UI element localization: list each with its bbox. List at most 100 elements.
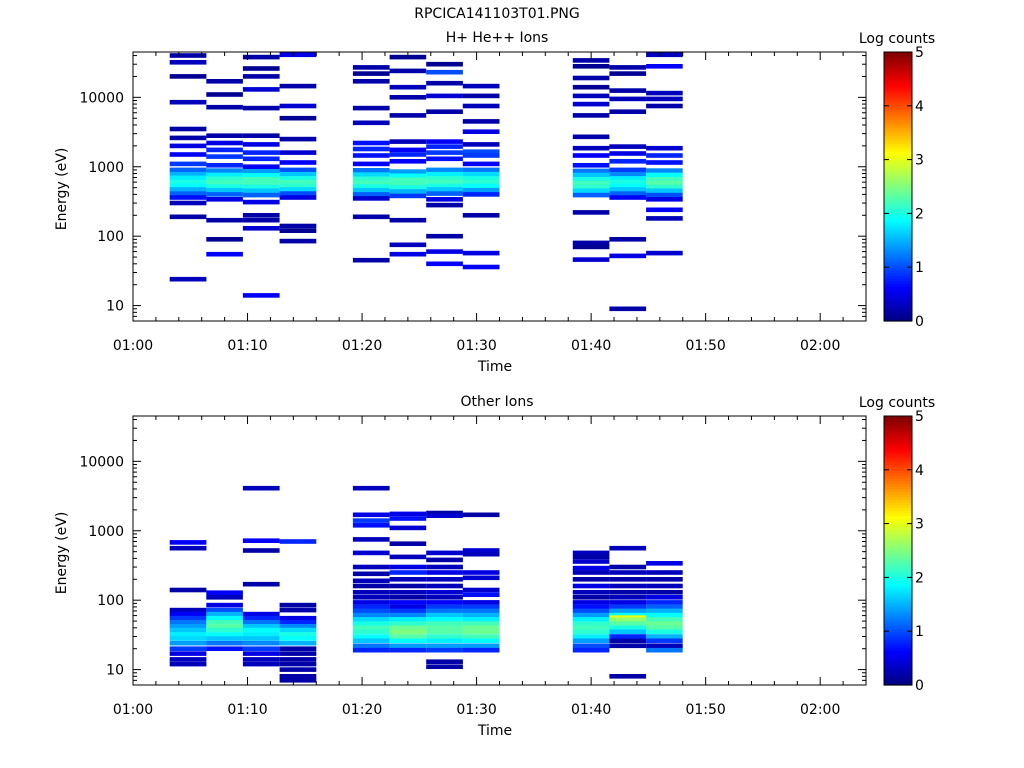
heatmap-cell <box>572 612 610 618</box>
heatmap-cell <box>426 183 463 189</box>
heatmap-cell <box>169 640 207 646</box>
colorbar-swatch <box>884 119 912 123</box>
colorbar-swatch <box>884 566 912 570</box>
y-tick-label: 10 <box>106 299 124 315</box>
heatmap-cell <box>169 540 207 545</box>
heatmap-cell <box>279 136 317 142</box>
heatmap-cell <box>352 621 390 626</box>
heatmap-cell <box>572 75 610 81</box>
heatmap-cell <box>389 181 427 186</box>
heatmap-cell <box>572 577 610 582</box>
heatmap-cell <box>389 185 427 190</box>
heatmap-cell <box>609 187 647 192</box>
heatmap-cell <box>572 188 610 194</box>
colorbar-swatch <box>884 164 912 169</box>
heatmap-cell <box>426 570 463 575</box>
colorbar-swatch <box>884 676 912 681</box>
heatmap-cell <box>206 237 243 242</box>
colorbar-swatch <box>884 57 912 61</box>
heatmap-cell <box>646 180 683 186</box>
heatmap-cells <box>169 485 683 683</box>
heatmap-cell <box>352 625 390 631</box>
colorbar-swatch <box>884 173 912 177</box>
colorbar-swatch <box>884 218 912 223</box>
heatmap-cell <box>352 79 390 84</box>
colorbar-swatch <box>884 286 912 290</box>
heatmap-cell <box>646 177 683 182</box>
heatmap-cell <box>572 608 610 614</box>
heatmap-cell <box>206 133 243 138</box>
colorbar-swatch <box>884 240 912 244</box>
colorbar-swatch <box>884 138 912 142</box>
heatmap-cell <box>389 511 427 517</box>
colorbar-swatch <box>884 288 912 293</box>
heatmap-cell <box>279 167 317 173</box>
heatmap-cell <box>389 590 427 595</box>
heatmap-cell <box>646 595 683 600</box>
heatmap-cell <box>572 595 610 600</box>
heatmap-cell <box>609 306 647 312</box>
x-tick-label: 01:30 <box>456 338 496 354</box>
colorbar-swatch <box>884 488 912 492</box>
colorbar: 0 1 2 3 4 5 <box>883 45 924 330</box>
heatmap-cell <box>169 99 207 105</box>
heatmap-cell <box>279 615 317 621</box>
heatmap-cell <box>279 667 317 672</box>
colorbar-swatch <box>884 256 912 260</box>
colorbar-swatch <box>884 105 912 110</box>
colorbar-swatch <box>884 512 912 517</box>
colorbar-swatch <box>884 62 912 67</box>
heatmap-cell <box>572 554 610 560</box>
colorbar-swatch <box>884 97 912 102</box>
colorbar-swatch <box>884 636 912 640</box>
colorbar-swatch <box>884 633 912 638</box>
heatmap-cell <box>462 149 500 154</box>
heatmap-cell <box>389 189 427 194</box>
colorbar-swatch <box>884 151 912 155</box>
heatmap-cell <box>242 615 280 621</box>
heatmap-cell <box>242 188 280 194</box>
heatmap-cell <box>352 643 390 649</box>
heatmap-cell <box>242 661 280 667</box>
heatmap-cell <box>462 264 500 270</box>
heatmap-cell <box>462 213 500 218</box>
heatmap-cell <box>242 74 280 79</box>
heatmap-cell <box>426 156 463 162</box>
heatmap-cell <box>609 179 647 185</box>
colorbar-swatch <box>884 113 912 118</box>
colorbar-swatch <box>884 197 912 201</box>
heatmap-cell <box>169 183 207 189</box>
colorbar-swatch <box>884 267 912 271</box>
heatmap-cell <box>169 74 207 79</box>
heatmap-cell <box>609 643 647 649</box>
heatmap-cell <box>609 590 647 595</box>
heatmap-cell <box>206 197 243 202</box>
heatmap-cell <box>389 643 427 649</box>
heatmap-cell <box>389 139 427 144</box>
heatmap-cell <box>609 617 647 623</box>
colorbar-swatch <box>884 550 912 554</box>
colorbar-swatch <box>884 418 912 422</box>
heatmap-cell <box>279 83 317 89</box>
colorbar-swatch <box>884 178 912 182</box>
colorbar-swatch <box>884 604 912 608</box>
heatmap-cell <box>426 233 463 239</box>
heatmap-cell <box>572 172 610 178</box>
colorbar-swatch <box>884 261 912 266</box>
x-tick-label: 01:10 <box>227 338 267 354</box>
colorbar-swatch <box>884 526 912 530</box>
heatmap-cell <box>646 647 683 653</box>
heatmap-cell <box>646 600 683 605</box>
heatmap-cell <box>426 577 463 582</box>
heatmap-cell <box>206 611 243 617</box>
heatmap-cell <box>646 577 683 582</box>
colorbar-swatch <box>884 480 912 484</box>
heatmap-cell <box>169 200 207 206</box>
heatmap-cell <box>206 595 243 600</box>
colorbar-swatch <box>884 304 912 309</box>
colorbar-swatch <box>884 237 912 241</box>
heatmap-cell <box>242 173 280 178</box>
heatmap-cell <box>206 184 243 189</box>
heatmap-cell <box>206 154 243 159</box>
heatmap-cell <box>389 604 427 610</box>
